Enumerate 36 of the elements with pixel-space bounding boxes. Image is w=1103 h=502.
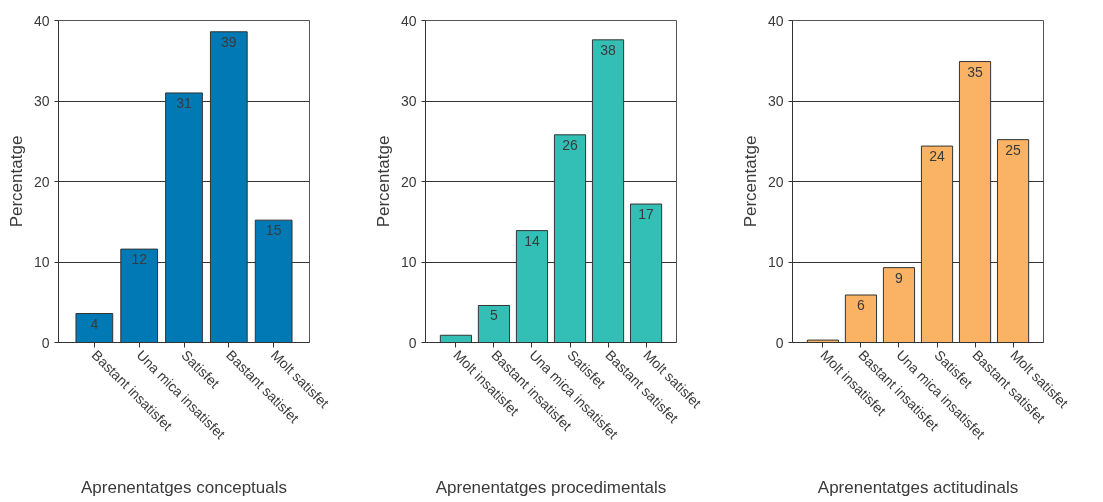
data-label: 5 <box>490 307 499 324</box>
y-tick-label: 0 <box>775 334 784 351</box>
y-axis-title: Percentatge <box>373 135 393 228</box>
y-tick-label: 30 <box>33 93 50 109</box>
data-label: 4 <box>90 315 99 332</box>
y-tick-label: 20 <box>400 173 417 190</box>
data-label: 26 <box>562 136 579 153</box>
x-axis-title: Aprenentatges actitudinals <box>817 478 1019 498</box>
y-tick-label: 0 <box>41 334 50 351</box>
y-tick-label: 0 <box>408 334 417 351</box>
data-label: 17 <box>638 206 655 223</box>
y-tick-label: 40 <box>400 12 417 29</box>
data-label: 24 <box>929 148 946 165</box>
data-label: 9 <box>895 269 904 286</box>
data-label: 6 <box>857 297 866 314</box>
y-tick-label: 30 <box>767 93 784 109</box>
data-label: 14 <box>524 232 540 249</box>
data-label: 31 <box>176 94 192 111</box>
data-label: 38 <box>600 41 617 58</box>
y-tick-label: 40 <box>33 12 50 29</box>
data-label: 15 <box>265 222 282 239</box>
data-label: 25 <box>1005 141 1022 158</box>
y-tick-label: 40 <box>767 12 784 29</box>
y-axis-title: Percentatge <box>6 135 26 228</box>
y-tick-label: 20 <box>767 173 784 190</box>
data-label: 39 <box>221 33 237 50</box>
y-tick-label: 10 <box>767 254 784 270</box>
data-label: 35 <box>967 63 984 80</box>
x-axis-title: Aprenentatges conceptuals <box>80 478 288 498</box>
x-axis-title: Aprenentatges procedimentals <box>435 478 667 498</box>
y-tick-label: 10 <box>33 254 50 270</box>
y-tick-label: 10 <box>400 254 417 270</box>
y-tick-label: 30 <box>400 93 417 109</box>
y-tick-label: 20 <box>33 173 50 190</box>
y-axis-title: Percentatge <box>740 135 760 228</box>
data-label: 12 <box>131 251 148 268</box>
